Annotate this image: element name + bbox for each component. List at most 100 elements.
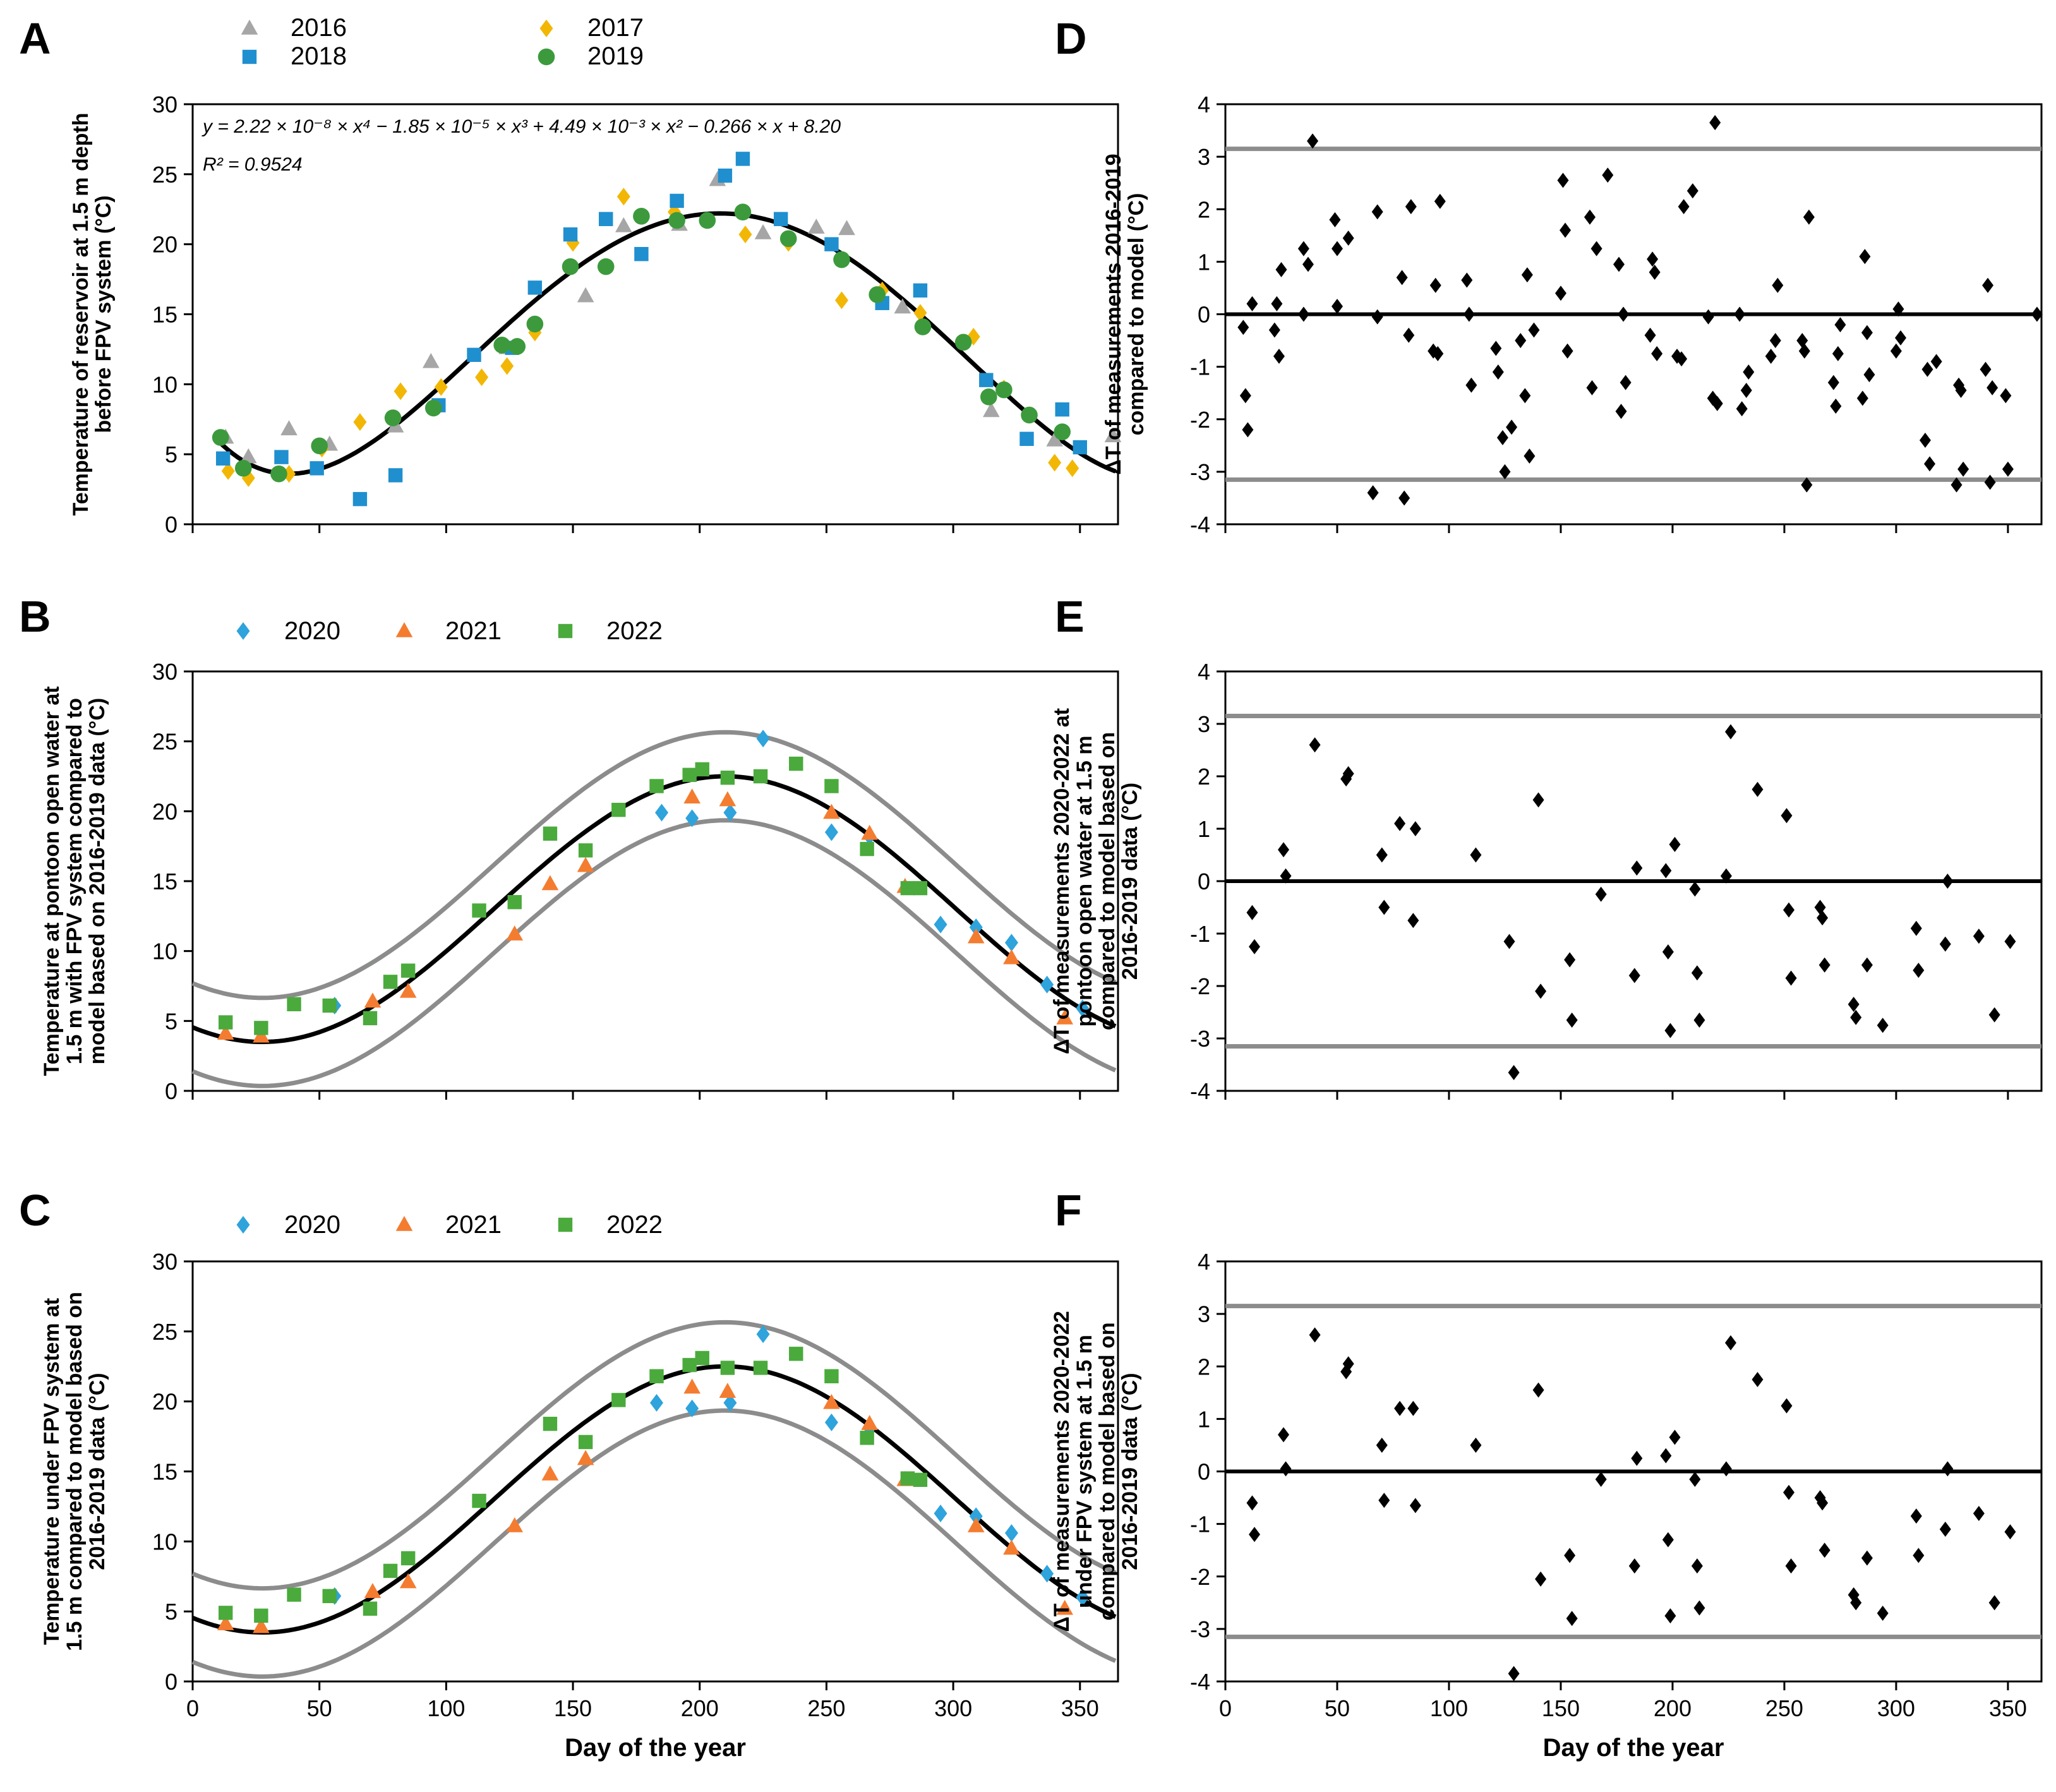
- data-point: [1104, 427, 1122, 443]
- residual-point: [1246, 296, 1258, 311]
- data-point: [611, 802, 626, 817]
- data-point: [364, 1583, 382, 1598]
- data-point: [649, 1369, 664, 1383]
- data-point: [577, 287, 594, 303]
- residual-point: [1955, 383, 1967, 399]
- residual-point: [1246, 905, 1258, 920]
- residual-point: [1535, 1571, 1547, 1587]
- residual-point: [1647, 251, 1659, 267]
- residual-point: [1861, 957, 1873, 973]
- y-tick-label: 1: [1198, 816, 1210, 842]
- x-tick-label: 100: [427, 1695, 465, 1721]
- legend-marker: [236, 1216, 250, 1234]
- residual-point: [1631, 1450, 1643, 1466]
- x-tick-label: 50: [307, 1695, 332, 1721]
- y-axis-title-line: Temperature at pontoon open water at: [40, 686, 64, 1076]
- y-tick-label: -4: [1190, 512, 1210, 538]
- residual-point: [1405, 199, 1417, 215]
- residual-point: [1894, 330, 1906, 346]
- y-tick-label: 20: [152, 232, 177, 258]
- residual-point: [1465, 377, 1477, 393]
- data-point: [650, 1393, 664, 1412]
- residual-point: [1662, 1532, 1674, 1548]
- y-tick-label: 1: [1198, 249, 1210, 275]
- residual-point: [1557, 172, 1569, 188]
- residual-point: [1496, 430, 1508, 445]
- y-axis-title-line: compared to model based on: [1095, 1322, 1119, 1620]
- residual-point: [1877, 1018, 1889, 1033]
- data-point: [967, 928, 985, 944]
- data-point: [723, 803, 737, 822]
- residual-point: [2004, 1524, 2016, 1540]
- data-point: [215, 451, 231, 466]
- residual-point: [1246, 1495, 1258, 1511]
- panel-c-chart: C 0 50 100 150 200 250 300 350 Day of the year 0 5 1…: [19, 1186, 1119, 1762]
- data-point: [472, 903, 486, 918]
- data-point: [913, 304, 927, 322]
- residual-point: [1532, 1382, 1544, 1398]
- residual-point: [1676, 351, 1688, 367]
- residual-point: [1329, 212, 1341, 227]
- residual-point: [1376, 847, 1388, 863]
- residual-point: [1515, 333, 1527, 349]
- y-axis-title-line: Temperature under FPV system at: [40, 1298, 64, 1645]
- y-tick-label: -2: [1190, 407, 1210, 433]
- y-tick-label: 10: [152, 371, 177, 397]
- residual-point: [1273, 349, 1285, 364]
- residual-point: [1939, 1521, 1951, 1537]
- data-point: [719, 791, 736, 807]
- y-axis-title-line: compared to model (°C): [1124, 193, 1148, 436]
- data-point: [280, 420, 298, 436]
- residual-point: [1342, 230, 1354, 246]
- data-point: [695, 1350, 709, 1366]
- y-axis-title: Temperature under FPV system at1.5 m com…: [40, 1292, 109, 1651]
- data-point: [699, 212, 716, 229]
- residual-point: [1331, 241, 1343, 256]
- residual-point: [1297, 306, 1309, 322]
- data-point: [969, 1507, 983, 1525]
- data-point: [835, 291, 849, 310]
- panel-a-chart: A 0 5 10 15 20 25 30 Temperature of reservoir at…: [19, 14, 1122, 538]
- y-tick-label: -1: [1190, 1512, 1210, 1537]
- residual-point: [1783, 902, 1795, 918]
- data-point: [287, 1587, 301, 1602]
- residual-point: [1669, 1429, 1681, 1445]
- data-point: [823, 1393, 840, 1409]
- y-axis-title: ΔT of measurements 2016-2019compared to …: [1102, 153, 1148, 474]
- legend-marker: [558, 1217, 573, 1232]
- residual-point: [1376, 1437, 1388, 1453]
- data-point: [1021, 406, 1038, 424]
- data-point: [599, 212, 613, 226]
- data-point: [756, 1325, 770, 1344]
- residual-point: [1342, 766, 1354, 781]
- residual-point: [2004, 934, 2016, 949]
- residual-point: [1660, 1448, 1672, 1464]
- y-tick-label: 25: [152, 1319, 177, 1345]
- residual-point: [1921, 361, 1933, 377]
- x-tick-label: 350: [1989, 1695, 2027, 1721]
- y-tick-label: 25: [152, 729, 177, 755]
- x-tick-label: 250: [1765, 1695, 1803, 1721]
- y-tick-label: 2: [1198, 196, 1210, 222]
- residual-point: [1378, 1493, 1390, 1508]
- residual-point: [1278, 842, 1290, 858]
- x-tick-label: 0: [1219, 1695, 1232, 1721]
- residual-point: [1470, 847, 1482, 863]
- y-axis-title-line: 1.5 m with FPV system compared to: [63, 698, 87, 1064]
- data-point: [824, 823, 838, 841]
- residual-point: [1461, 272, 1473, 288]
- residual-point: [1561, 343, 1573, 359]
- data-point: [399, 1573, 417, 1589]
- data-point: [1055, 402, 1069, 417]
- y-tick-label: 10: [152, 939, 177, 965]
- data-point: [723, 1393, 737, 1412]
- data-point: [352, 491, 368, 507]
- residual-point: [1859, 249, 1871, 265]
- x-tick-label: 300: [934, 1695, 972, 1721]
- y-tick-label: -1: [1190, 354, 1210, 380]
- legend-marker: [236, 622, 250, 640]
- residual-point: [1850, 1595, 1862, 1611]
- data-point: [685, 1399, 699, 1417]
- residual-point: [1470, 1437, 1482, 1453]
